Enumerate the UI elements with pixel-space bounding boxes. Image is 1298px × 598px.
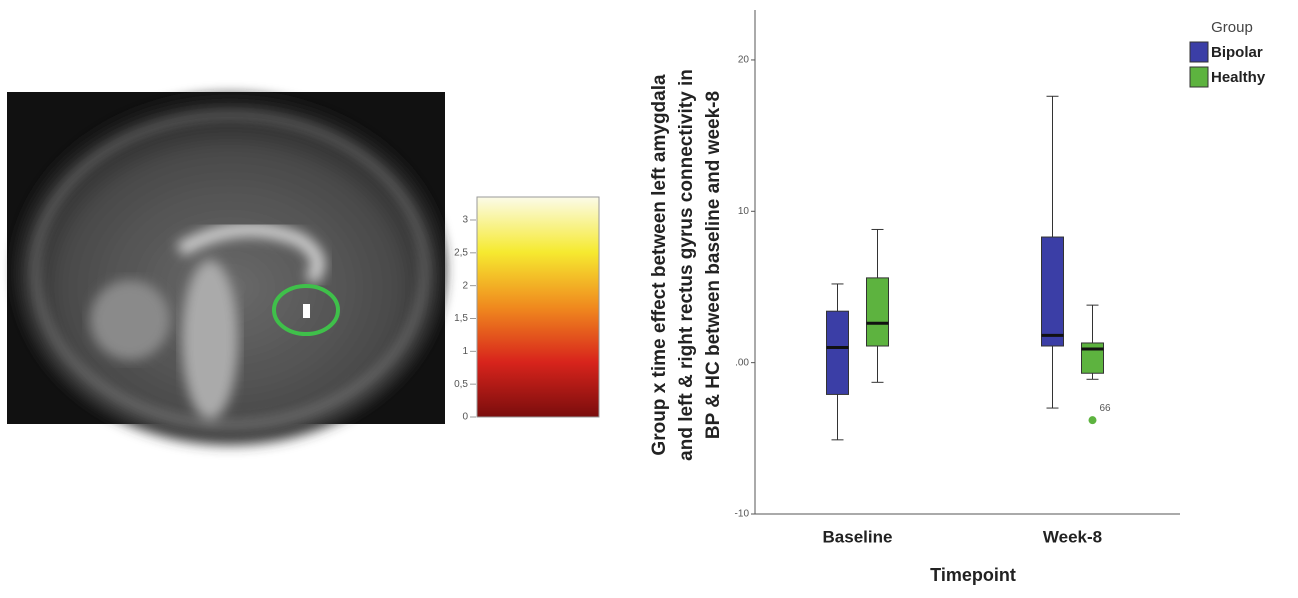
- y-axis-title: BP & HC between baseline and week-8: [703, 91, 724, 439]
- legend-swatch: [1190, 67, 1208, 87]
- y-axis-title: and left & right rectus gyrus connectivi…: [676, 69, 697, 461]
- colorbar-tick-label: 0: [462, 412, 468, 423]
- box: [827, 311, 849, 394]
- y-tick-label: -10: [735, 509, 750, 520]
- legend-label: Healthy: [1211, 69, 1266, 86]
- outlier: [1089, 416, 1097, 424]
- brain-image: [7, 92, 445, 445]
- box-plot: Timepoint Group: [755, 10, 1253, 585]
- page: Timepoint Group 0 0,5 1 1,5 2 2,5 3 -10 .00 10 20 G…: [0, 0, 1298, 598]
- outlier-label: 66: [1100, 403, 1112, 414]
- colorbar-tick-label: 3: [462, 215, 468, 226]
- figure: Timepoint Group 0 0,5 1 1,5 2 2,5 3 -10 .00 10 20 G…: [0, 0, 1298, 593]
- colorbar-tick-label: 0,5: [454, 379, 468, 390]
- x-tick-label: Week-8: [1043, 527, 1102, 546]
- legend-label: Bipolar: [1211, 44, 1263, 61]
- y-axis-title: Group x time effect between left amygdal…: [649, 74, 670, 456]
- colorbar-tick-label: 1: [462, 346, 468, 357]
- box: [1082, 343, 1104, 373]
- box: [1042, 237, 1064, 346]
- box: [867, 278, 889, 346]
- x-tick-label: Baseline: [823, 527, 893, 546]
- colorbar-tick-label: 2,5: [454, 247, 468, 258]
- y-tick-label: .00: [735, 357, 749, 368]
- legend-title: Group: [1211, 19, 1253, 36]
- colorbar-tick-label: 1,5: [454, 313, 468, 324]
- colorbar-tick-label: 2: [462, 280, 468, 291]
- x-axis-title: Timepoint: [930, 565, 1016, 585]
- y-tick-label: 20: [738, 55, 750, 66]
- colorbar: [477, 197, 599, 417]
- legend-swatch: [1190, 42, 1208, 62]
- y-tick-label: 10: [738, 206, 750, 217]
